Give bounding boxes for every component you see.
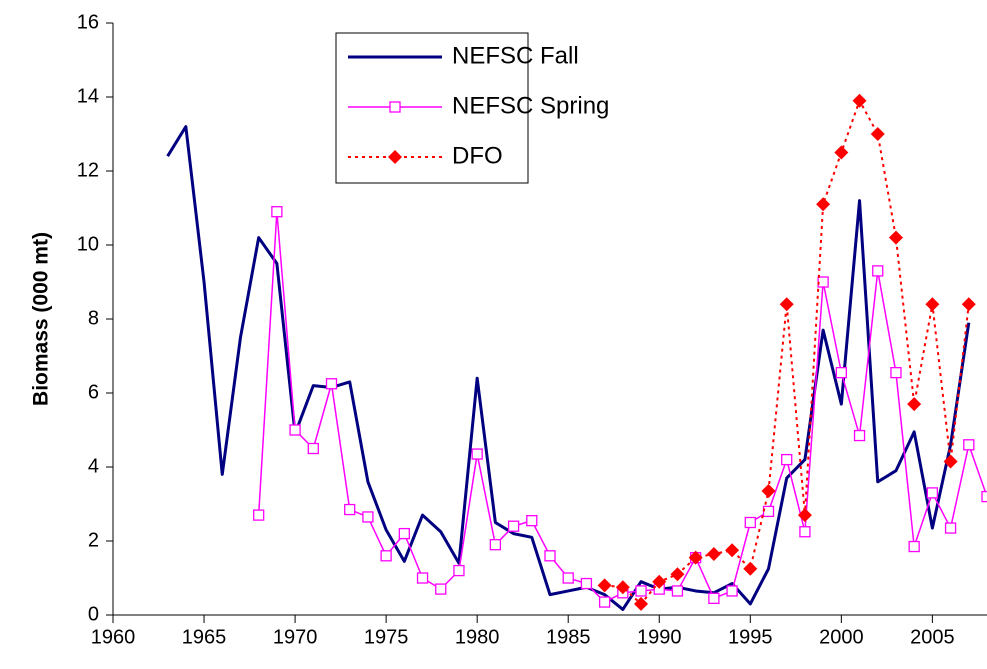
marker xyxy=(981,490,987,503)
marker xyxy=(872,265,884,277)
marker xyxy=(416,572,429,584)
y-tick-label: 4 xyxy=(88,455,99,477)
marker xyxy=(615,580,630,595)
marker xyxy=(562,572,574,584)
marker xyxy=(907,397,922,412)
series-line xyxy=(604,99,970,605)
x-tick-label: 1975 xyxy=(364,626,409,648)
marker xyxy=(797,508,812,523)
marker xyxy=(853,429,866,442)
marker xyxy=(706,546,721,561)
marker xyxy=(761,484,776,499)
marker xyxy=(435,583,447,595)
marker xyxy=(507,520,520,532)
marker xyxy=(708,592,720,604)
marker xyxy=(634,596,649,611)
y-axis-label: Biomass (000 mt) xyxy=(30,232,53,406)
x-tick-label: 1995 xyxy=(728,626,773,648)
marker xyxy=(453,564,465,577)
legend-label: NEFSC Fall xyxy=(452,42,579,69)
marker xyxy=(743,561,758,576)
legend-label: NEFSC Spring xyxy=(452,92,609,119)
marker xyxy=(963,439,975,451)
marker xyxy=(762,505,775,518)
marker xyxy=(816,197,831,212)
x-tick-label: 1965 xyxy=(182,626,227,648)
marker xyxy=(799,526,811,538)
marker xyxy=(325,378,338,390)
x-tick-label: 1985 xyxy=(546,626,591,648)
x-tick-label: 2005 xyxy=(910,626,955,648)
marker xyxy=(344,503,356,516)
marker xyxy=(652,574,667,589)
marker xyxy=(779,297,794,312)
marker xyxy=(289,424,301,436)
marker xyxy=(388,150,402,164)
x-tick-label: 1960 xyxy=(91,626,136,648)
marker xyxy=(307,442,319,455)
marker xyxy=(597,578,612,593)
marker xyxy=(271,206,283,218)
marker xyxy=(544,550,556,562)
marker xyxy=(362,511,374,523)
y-tick-label: 10 xyxy=(77,233,99,255)
marker xyxy=(926,487,939,499)
marker xyxy=(489,539,502,551)
marker xyxy=(744,516,756,529)
marker xyxy=(835,366,847,379)
marker xyxy=(888,230,903,245)
marker xyxy=(943,454,958,469)
y-tick-label: 8 xyxy=(88,307,99,329)
x-tick-label: 1970 xyxy=(273,626,318,648)
marker xyxy=(670,567,685,582)
marker xyxy=(817,276,829,288)
x-tick-label: 1990 xyxy=(637,626,682,648)
marker xyxy=(253,509,265,521)
y-tick-label: 0 xyxy=(88,603,99,625)
marker xyxy=(834,145,849,160)
marker xyxy=(852,93,867,108)
marker xyxy=(944,522,957,534)
marker xyxy=(580,577,593,590)
marker xyxy=(398,527,410,540)
marker xyxy=(725,543,740,558)
plot-area xyxy=(166,93,987,611)
series-line xyxy=(166,125,971,611)
x-tick-label: 1980 xyxy=(455,626,500,648)
marker xyxy=(726,585,738,597)
marker xyxy=(925,297,940,312)
marker xyxy=(526,515,538,527)
marker xyxy=(671,585,684,597)
marker xyxy=(635,585,647,597)
marker xyxy=(380,550,392,562)
y-tick-label: 2 xyxy=(88,529,99,551)
legend: NEFSC Fall NEFSC Spring DFO xyxy=(335,32,609,184)
marker xyxy=(598,596,611,608)
y-tick-label: 16 xyxy=(77,11,99,33)
marker xyxy=(781,453,793,466)
marker xyxy=(471,448,483,460)
y-tick-label: 6 xyxy=(88,381,99,403)
marker xyxy=(908,540,920,553)
marker xyxy=(890,366,902,379)
marker xyxy=(870,127,885,141)
y-tick-label: 12 xyxy=(77,159,99,181)
marker xyxy=(389,101,401,113)
x-tick-label: 2000 xyxy=(819,626,864,648)
marker xyxy=(688,550,703,565)
marker xyxy=(961,297,976,312)
y-tick-label: 14 xyxy=(77,85,99,107)
legend-label: DFO xyxy=(452,142,503,169)
